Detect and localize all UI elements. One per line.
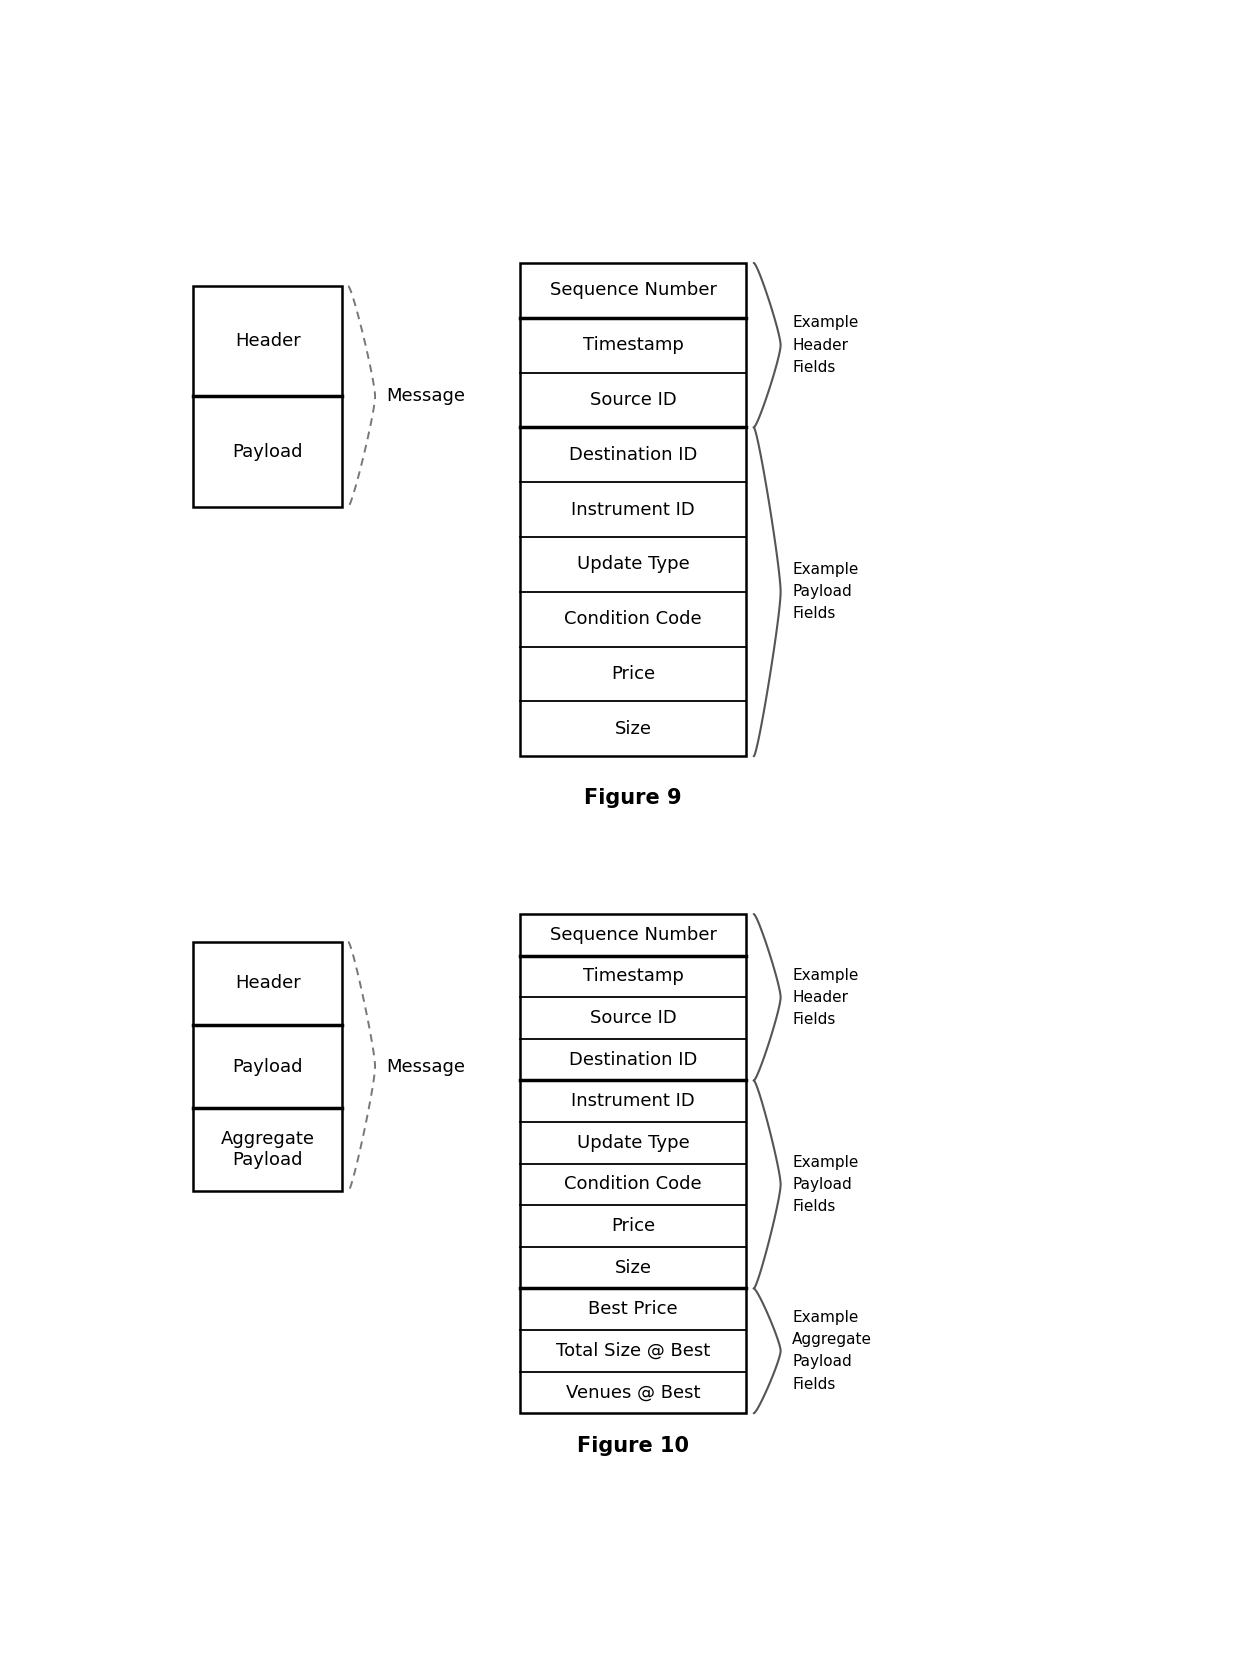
Text: Figure 10: Figure 10 (577, 1437, 689, 1457)
Text: Sequence Number: Sequence Number (549, 926, 717, 945)
Text: Price: Price (611, 1218, 655, 1234)
Text: Aggregate
Payload: Aggregate Payload (221, 1131, 315, 1169)
Text: Header: Header (236, 332, 301, 350)
Text: Payload: Payload (233, 442, 303, 461)
Text: Condition Code: Condition Code (564, 610, 702, 628)
Bar (193, 286, 342, 506)
Text: Update Type: Update Type (577, 1134, 689, 1152)
Text: Message: Message (387, 387, 465, 405)
Text: Size: Size (615, 1258, 651, 1276)
Text: Price: Price (611, 665, 655, 683)
Text: Header: Header (236, 975, 301, 992)
Text: Total Size @ Best: Total Size @ Best (556, 1342, 711, 1360)
Text: Source ID: Source ID (590, 390, 677, 409)
Text: Update Type: Update Type (577, 556, 689, 573)
Text: Example
Aggregate
Payload
Fields: Example Aggregate Payload Fields (792, 1310, 872, 1392)
Text: Condition Code: Condition Code (564, 1176, 702, 1194)
Text: Example
Header
Fields: Example Header Fields (792, 315, 858, 375)
Bar (521, 915, 746, 1414)
Text: Instrument ID: Instrument ID (572, 501, 694, 519)
Text: Payload: Payload (233, 1057, 303, 1075)
Text: Figure 9: Figure 9 (584, 789, 682, 809)
Text: Instrument ID: Instrument ID (572, 1092, 694, 1111)
Text: Example
Payload
Fields: Example Payload Fields (792, 563, 858, 621)
Text: Timestamp: Timestamp (583, 968, 683, 985)
Text: Timestamp: Timestamp (583, 337, 683, 353)
Bar (521, 263, 746, 755)
Text: Best Price: Best Price (588, 1300, 678, 1318)
Text: Example
Header
Fields: Example Header Fields (792, 968, 858, 1027)
Text: Venues @ Best: Venues @ Best (565, 1384, 701, 1402)
Bar (193, 941, 342, 1191)
Text: Sequence Number: Sequence Number (549, 281, 717, 300)
Text: Example
Payload
Fields: Example Payload Fields (792, 1154, 858, 1214)
Text: Destination ID: Destination ID (569, 1050, 697, 1069)
Text: Source ID: Source ID (590, 1008, 677, 1027)
Text: Message: Message (387, 1057, 465, 1075)
Text: Size: Size (615, 720, 651, 737)
Text: Destination ID: Destination ID (569, 446, 697, 464)
